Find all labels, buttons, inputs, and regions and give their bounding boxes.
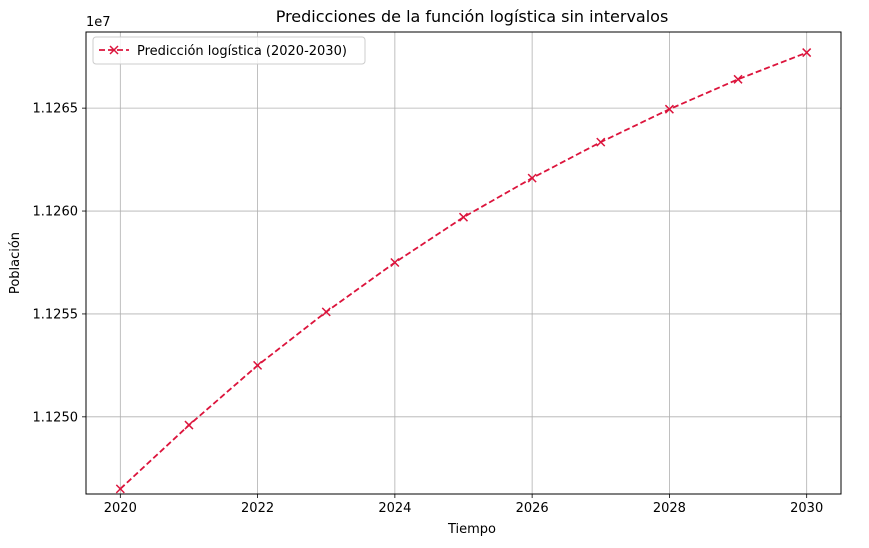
x-tick-label: 2022 xyxy=(241,501,274,516)
data-point xyxy=(184,420,194,430)
data-point xyxy=(321,307,331,317)
x-axis-label: Tiempo xyxy=(447,522,496,537)
x-tick-label: 2026 xyxy=(516,501,549,516)
y-tick-label: 1.1260 xyxy=(33,205,79,220)
data-point xyxy=(253,360,263,370)
grid xyxy=(86,32,841,494)
series-line xyxy=(119,51,808,490)
data-point xyxy=(733,74,743,84)
y-tick-label: 1.1265 xyxy=(33,102,79,117)
x-axis: 2020 2022 2024 2026 2028 2030 xyxy=(104,494,823,516)
data-point xyxy=(115,484,125,494)
y-axis-label: Población xyxy=(8,232,23,294)
data-point xyxy=(527,173,537,183)
data-point xyxy=(458,212,469,222)
x-tick-label: 2024 xyxy=(378,501,411,516)
y-axis: 1.1250 1.1255 1.1260 1.1265 xyxy=(33,102,86,425)
chart-title: Predicciones de la función logística sin… xyxy=(276,7,669,26)
y-tick-label: 1.1255 xyxy=(33,307,79,322)
data-point xyxy=(596,137,606,147)
series-layer xyxy=(115,48,812,494)
x-tick-label: 2020 xyxy=(104,501,137,516)
x-tick-label: 2028 xyxy=(653,501,686,516)
data-point xyxy=(802,48,812,58)
y-tick-label: 1.1250 xyxy=(33,410,79,425)
legend-label: Predicción logística (2020-2030) xyxy=(137,44,347,59)
x-tick-label: 2030 xyxy=(790,501,823,516)
legend-box xyxy=(92,36,366,65)
legend: Predicción logística (2020-2030) xyxy=(92,36,366,65)
data-point xyxy=(664,104,674,114)
y-offset-label: 1e7 xyxy=(86,15,111,30)
plot-frame xyxy=(85,31,842,495)
legend-marker-sample xyxy=(109,45,119,55)
data-point xyxy=(390,257,400,268)
